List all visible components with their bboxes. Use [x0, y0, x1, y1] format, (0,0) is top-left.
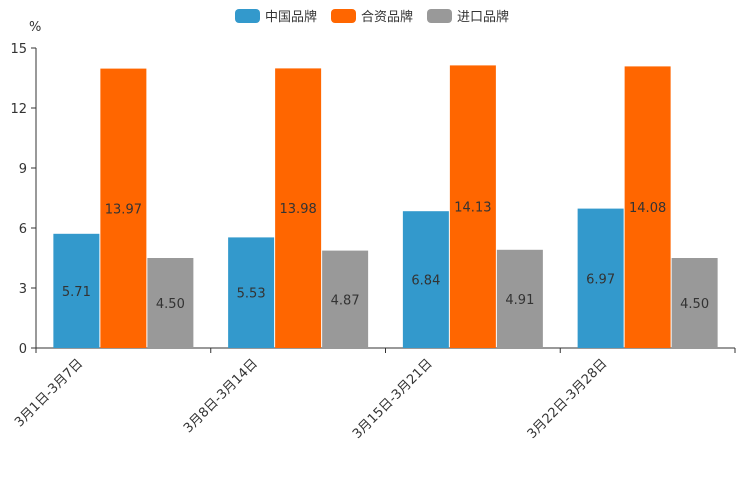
legend-item-joint-venture-brand[interactable]: 合资品牌 — [330, 6, 413, 25]
bar-value-label: 6.84 — [411, 274, 440, 289]
bar-3-3 — [496, 249, 543, 348]
y-tick-label: 6 — [19, 222, 27, 237]
x-category-label: 3月1日-3月7日 — [12, 356, 86, 430]
bar-2-3 — [449, 65, 496, 349]
bar-value-label: 4.91 — [505, 293, 534, 308]
bar-value-label: 14.08 — [629, 201, 666, 216]
bar-value-label: 4.50 — [680, 297, 709, 312]
legend-label-joint-venture-brand: 合资品牌 — [360, 10, 413, 25]
bar-3-1 — [147, 258, 194, 348]
bar-1-2 — [228, 237, 275, 348]
bar-value-label: 4.50 — [156, 297, 185, 312]
bar-value-label: 14.13 — [454, 201, 491, 216]
bar-value-label: 5.53 — [237, 287, 266, 302]
bar-value-label: 5.71 — [62, 285, 91, 300]
bar-1-3 — [402, 211, 449, 348]
bar-3-4 — [671, 258, 718, 348]
y-tick-label: 9 — [19, 162, 27, 177]
y-tick-label: 3 — [19, 282, 27, 297]
legend-swatch-china-brand — [234, 8, 260, 23]
legend-item-import-brand[interactable]: 进口品牌 — [427, 6, 509, 25]
bar-2-2 — [275, 68, 322, 349]
x-category-label: 3月22日-3月28日 — [525, 356, 611, 442]
bar-value-label: 13.98 — [280, 202, 317, 217]
bar-value-label: 4.87 — [331, 293, 360, 308]
bar-value-label: 6.97 — [586, 272, 615, 287]
legend-swatch-joint-venture-brand — [330, 8, 356, 23]
legend-swatch-import-brand — [427, 8, 452, 23]
y-tick-label: 12 — [10, 102, 27, 117]
legend-label-import-brand: 进口品牌 — [457, 10, 510, 25]
chart-legend: 中国品牌 合资品牌 进口品牌 — [0, 6, 744, 25]
bar-2-4 — [624, 66, 671, 349]
x-category-label: 3月8日-3月14日 — [181, 356, 261, 436]
legend-item-china-brand[interactable]: 中国品牌 — [234, 6, 317, 25]
legend-label-china-brand: 中国品牌 — [264, 10, 317, 25]
x-category-label: 3月15日-3月21日 — [350, 356, 436, 442]
y-tick-label: 15 — [10, 42, 27, 57]
bar-1-1 — [53, 233, 100, 348]
bar-2-1 — [100, 68, 147, 348]
bar-3-2 — [322, 250, 369, 348]
y-axis-unit-label: % — [29, 20, 42, 35]
bar-value-label: 13.97 — [105, 202, 142, 217]
y-tick-label: 0 — [19, 342, 27, 357]
bar-1-4 — [577, 208, 624, 348]
